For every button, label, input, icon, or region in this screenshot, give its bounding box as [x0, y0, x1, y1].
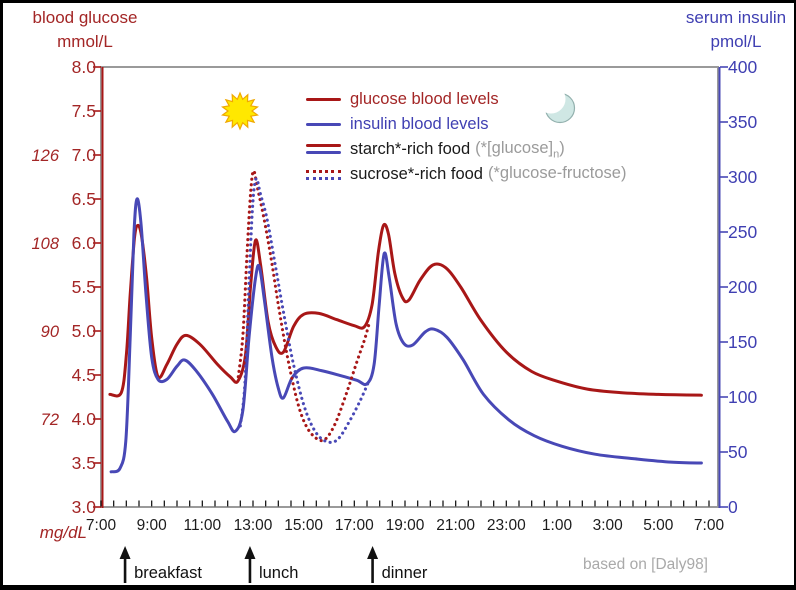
credit-text: based on [Daly98] — [583, 556, 708, 573]
mgdl-unit-label: mg/dL — [40, 523, 87, 542]
time-label: 1:00 — [542, 517, 573, 534]
legend: glucose blood levels insulin blood level… — [306, 87, 626, 187]
mgdl-label: 108 — [31, 235, 59, 253]
right-tick-label: 50 — [728, 442, 748, 462]
time-label: 21:00 — [436, 517, 475, 534]
right-tick-label: 150 — [728, 332, 757, 352]
meal-arrow-head-lunch — [244, 546, 256, 559]
time-label: 3:00 — [593, 517, 624, 534]
frame-right — [794, 0, 796, 590]
frame-bottom — [0, 585, 796, 590]
time-label: 9:00 — [137, 517, 168, 534]
double-solid-line-swatch — [306, 143, 341, 156]
left-tick-label: 8.0 — [72, 57, 97, 77]
time-label: 23:00 — [487, 517, 526, 534]
time-label: 15:00 — [284, 517, 323, 534]
frame-top — [0, 0, 796, 3]
time-label: 7:00 — [86, 517, 117, 534]
frame-left — [0, 0, 3, 590]
right-axis-title-line1: serum insulin — [685, 8, 787, 27]
right-tick-label: 400 — [728, 57, 757, 77]
left-tick-label: 6.0 — [72, 233, 97, 253]
meal-label-dinner: dinner — [382, 564, 428, 582]
series-dotted-insulin — [238, 177, 372, 444]
right-tick-label: 100 — [728, 387, 757, 407]
right-tick-label: 300 — [728, 167, 757, 187]
right-tick-label: 250 — [728, 222, 757, 242]
left-tick-label: 5.5 — [72, 277, 96, 297]
mgdl-label: 126 — [31, 147, 59, 165]
moon-crescent-mask — [536, 84, 566, 114]
series-solid-glucose — [108, 222, 703, 398]
right-axis-title: serum insulin pmol/L — [680, 6, 792, 54]
meal-arrow-head-dinner — [367, 546, 379, 559]
mgdl-label: 72 — [41, 411, 59, 429]
time-label: 19:00 — [386, 517, 425, 534]
legend-label-glucose: glucose blood levels — [350, 90, 499, 108]
right-tick-label: 200 — [728, 277, 757, 297]
left-tick-label: 5.0 — [72, 321, 97, 341]
right-tick-label: 350 — [728, 112, 757, 132]
double-dotted-line-swatch — [306, 168, 341, 181]
left-axis-title-line2: mmol/L — [57, 31, 113, 51]
meal-label-lunch: lunch — [259, 564, 298, 582]
series-solid-insulin — [109, 197, 703, 474]
time-label: 17:00 — [335, 517, 374, 534]
sun-icon — [221, 91, 259, 131]
series-dotted-glucose — [236, 169, 372, 443]
meal-arrow-head-breakfast — [119, 546, 131, 559]
left-tick-label: 3.0 — [72, 497, 97, 517]
meal-label-breakfast: breakfast — [134, 564, 202, 582]
left-axis-title: blood glucose mmol/L — [20, 6, 150, 54]
left-tick-label: 7.0 — [72, 145, 97, 165]
time-label: 13:00 — [234, 517, 273, 534]
legend-item-insulin: insulin blood levels — [306, 112, 626, 137]
legend-item-starch: starch*-rich food (*[glucose]n) — [306, 137, 626, 162]
time-label: 5:00 — [643, 517, 674, 534]
solid-blue-line-swatch — [306, 118, 341, 131]
legend-note-sucrose: (*glucose-fructose) — [487, 163, 627, 182]
left-tick-label: 3.5 — [72, 453, 96, 473]
legend-note-starch: (*[glucose]n) — [475, 138, 565, 161]
legend-label-starch: starch*-rich food — [350, 140, 471, 158]
mgdl-label: 90 — [41, 323, 60, 341]
legend-label-insulin: insulin blood levels — [350, 115, 489, 133]
right-tick-label: 0 — [728, 497, 738, 517]
solid-red-line-swatch — [306, 93, 341, 106]
left-axis-title-line1: blood glucose — [32, 8, 138, 27]
time-label: 11:00 — [184, 517, 222, 534]
left-tick-label: 4.0 — [72, 409, 97, 429]
legend-label-sucrose: sucrose*-rich food — [350, 165, 483, 183]
left-tick-label: 4.5 — [72, 365, 96, 385]
left-tick-label: 6.5 — [72, 189, 96, 209]
right-axis-title-line2: pmol/L — [710, 31, 762, 51]
time-label: 7:00 — [694, 517, 725, 534]
legend-item-glucose: glucose blood levels — [306, 87, 626, 112]
left-tick-label: 7.5 — [72, 101, 96, 121]
legend-item-sucrose: sucrose*-rich food (*glucose-fructose) — [306, 162, 626, 187]
